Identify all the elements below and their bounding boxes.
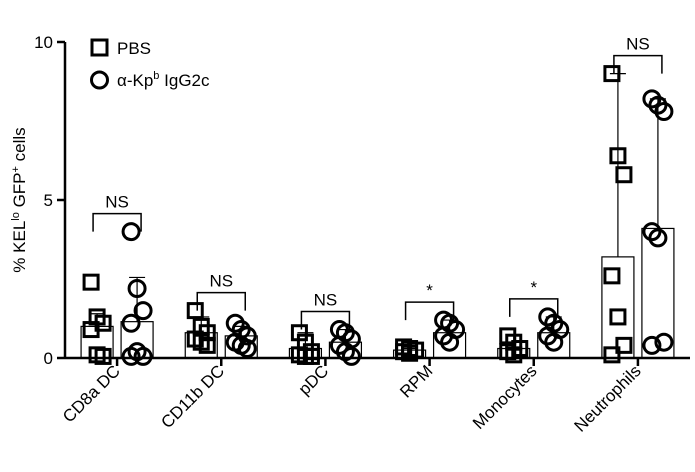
data-point [615,336,633,354]
y-label-part: GFP [10,172,29,212]
y-tick-label: 5 [44,191,53,210]
data-point [302,347,320,365]
data-point [127,278,147,298]
data-point [121,222,141,242]
x-tick-label: RPM [396,361,436,401]
significance-bracket [509,298,559,317]
significance-label: NS [314,291,338,310]
x-tick-label: CD8a DC [59,361,124,426]
y-label-sup: lo [10,212,22,221]
data-point [654,102,674,122]
data-point [642,335,662,355]
data-point [341,346,361,366]
significance-label: NS [105,193,129,212]
data-point [603,346,621,364]
legend-label-part: α-Kp [117,71,153,90]
y-label-part: cells [10,127,29,166]
data-point [603,65,621,83]
significance-bracket [404,301,455,321]
y-axis-label: % KELlo GFP+ cells [10,127,29,272]
data-point [133,346,153,366]
legend-marker [90,70,109,90]
y-tick-label: 10 [34,33,53,52]
data-point [121,313,141,333]
data-point [121,346,141,366]
x-tick-label: CD11b DC [157,361,228,432]
data-point [82,273,100,291]
data-point [544,332,564,352]
data-point [505,346,523,364]
data-point [609,308,627,326]
significance-bracket [196,291,246,311]
data-point [94,347,112,365]
data-point [401,344,419,362]
y-tick-label: 0 [44,349,53,368]
data-point [237,339,257,359]
data-point [609,147,627,165]
significance-bracket [92,212,142,232]
data-point [603,267,621,285]
significance-label: NS [626,35,650,54]
legend-label-part: IgG2c [159,71,210,90]
significance-label: NS [209,272,233,291]
y-label-sup: + [10,166,22,172]
data-point [615,166,633,184]
data-point [82,321,100,339]
data-point [440,332,460,352]
legend-marker [90,38,109,57]
x-tick-label: Monocytes [469,361,541,433]
data-point [186,302,204,320]
legend-label-sup: b [153,70,159,82]
legend-label: α-Kpb IgG2c [117,70,210,90]
y-label-part: % KEL [10,221,29,273]
significance-bracket [613,54,663,74]
x-tick-label: Neutrophils [570,361,644,435]
data-point [654,332,674,352]
data-point [198,336,216,354]
legend-label: PBS [117,39,151,58]
data-point [133,301,153,321]
significance-label: * [426,281,433,300]
data-point [648,228,668,248]
significance-label: * [530,278,537,297]
significance-bracket [300,310,351,330]
x-tick-label: pDC [295,361,332,398]
